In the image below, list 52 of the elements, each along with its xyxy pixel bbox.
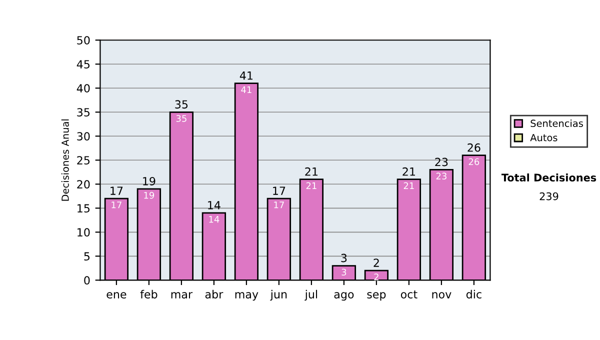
x-tick-label: jul xyxy=(304,290,318,301)
x-tick-label: abr xyxy=(205,290,224,298)
x-tick-label: oct xyxy=(400,290,418,298)
annotation: 14 xyxy=(208,201,220,210)
annotation: 3 xyxy=(341,254,347,262)
data-label: 3 xyxy=(342,268,346,276)
x-tick-label: mar xyxy=(171,292,193,298)
legend-label: Sentencias xyxy=(530,119,583,128)
annotation: 26 xyxy=(468,143,480,152)
x-tick-label: ago xyxy=(334,292,354,301)
annotation: 17 xyxy=(110,186,123,195)
data-label: 23 xyxy=(436,172,446,180)
annotation: 23 xyxy=(435,158,448,166)
annotation: 21 xyxy=(402,167,415,176)
data-label: 19 xyxy=(144,192,154,199)
y-tick-label: 10 xyxy=(78,228,90,237)
annotation: 21 xyxy=(305,167,318,176)
data-label: 41 xyxy=(241,86,252,93)
legend-label: Autos xyxy=(530,134,558,142)
annotation: 41 xyxy=(240,72,252,80)
y-tick-label: 5 xyxy=(84,252,90,261)
y-tick-label: 35 xyxy=(77,108,90,117)
y-tick-label: 15 xyxy=(78,204,90,213)
x-tick-label: feb xyxy=(140,290,158,298)
data-label: 21 xyxy=(404,182,414,189)
x-tick-label: ene xyxy=(106,292,126,298)
y-tick-label: 25 xyxy=(77,156,90,165)
data-label: 26 xyxy=(468,158,480,166)
text: 239 xyxy=(540,192,558,200)
annotation: 19 xyxy=(143,177,156,186)
x-tick-label: sep xyxy=(367,292,386,301)
y-tick-label: 50 xyxy=(77,36,90,44)
data-label: 2 xyxy=(374,273,378,280)
data-label: 17 xyxy=(274,202,284,208)
x-tick-label: dic xyxy=(466,290,482,298)
y-tick-label: 40 xyxy=(76,84,90,93)
text: Total Decisiones xyxy=(501,173,596,182)
annotation: 2 xyxy=(374,258,379,267)
x-tick-label: may xyxy=(235,292,258,301)
y-tick-label: 0 xyxy=(84,276,90,285)
y-tick-label: 30 xyxy=(77,132,90,141)
data-label: 21 xyxy=(306,182,316,189)
x-tick-label: jun xyxy=(270,290,287,301)
y-tick-label: 45 xyxy=(76,60,90,69)
y-tick-label: 20 xyxy=(77,180,90,189)
data-label: 35 xyxy=(176,115,186,122)
y-axis-title: Decisiones Anual xyxy=(61,119,69,201)
data-label: 17 xyxy=(112,202,122,208)
annotation: 17 xyxy=(273,186,286,195)
data-label: 14 xyxy=(209,216,220,223)
annotation: 35 xyxy=(175,100,188,109)
x-tick-label: nov xyxy=(432,292,452,298)
